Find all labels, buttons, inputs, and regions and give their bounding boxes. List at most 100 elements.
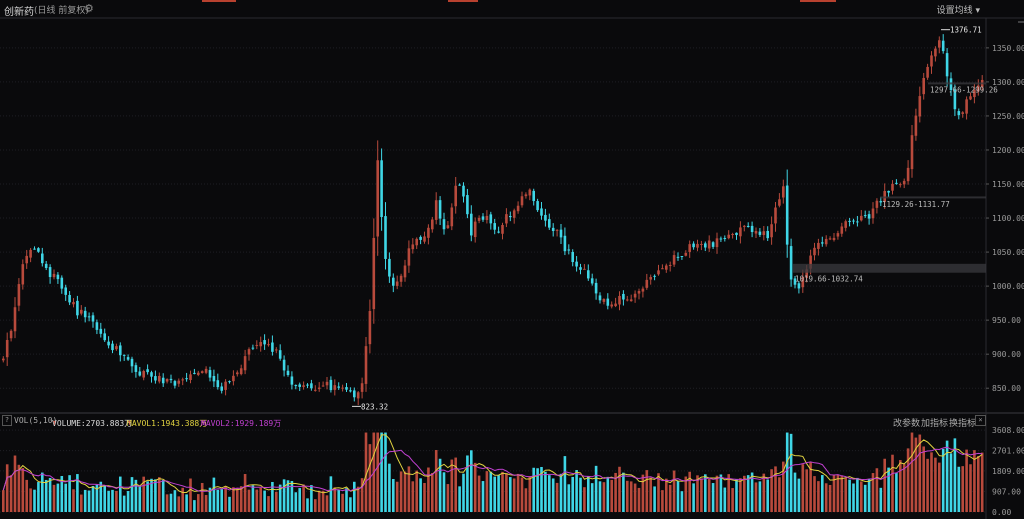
candle-body: [785, 185, 789, 245]
candle-body: [345, 387, 348, 390]
volume-bar: [969, 464, 972, 512]
tab-indicator: [448, 0, 478, 2]
volume-bar: [735, 479, 738, 512]
candle-body: [442, 219, 446, 230]
volume-bar: [481, 481, 485, 512]
switch-indicator-button[interactable]: 换指标: [949, 419, 977, 429]
candle-body: [462, 185, 465, 197]
volume-bar: [111, 489, 114, 512]
volume-bar: [536, 468, 539, 512]
candle-body: [473, 221, 477, 238]
volume-bar: [879, 487, 883, 512]
volume-bar: [282, 479, 286, 512]
candle-body: [99, 328, 103, 334]
volume-bar: [945, 440, 949, 512]
candle-body: [107, 341, 110, 346]
candle-body: [434, 200, 438, 220]
candle-body: [298, 384, 301, 387]
volume-bar: [177, 496, 181, 512]
volume-bar: [754, 482, 758, 512]
volume-bar: [875, 468, 879, 512]
volume-bar: [146, 481, 149, 512]
candle-body: [758, 231, 762, 235]
gear-icon[interactable]: ⚙: [84, 2, 94, 15]
volume-bar: [427, 467, 430, 512]
volume-bar: [684, 476, 688, 512]
candle-body: [2, 358, 5, 361]
volume-bar: [895, 473, 898, 512]
candle-body: [551, 227, 555, 232]
candle-body: [665, 265, 668, 270]
volume-bar: [341, 493, 344, 512]
gap-zone-label: 1019.66-1032.74: [795, 275, 863, 284]
volume-bar: [403, 471, 407, 512]
volume-bar: [766, 479, 769, 512]
chart-mode[interactable]: (日线 前复权): [34, 6, 89, 16]
add-indicator-button[interactable]: 加指标: [921, 419, 949, 429]
candle-body: [672, 255, 676, 265]
close-icon[interactable]: ×: [975, 415, 986, 426]
volume-bar: [551, 478, 555, 512]
volume-bar: [809, 462, 812, 512]
volume-bar: [458, 486, 461, 512]
candle-body: [165, 378, 169, 382]
volume-bar: [824, 483, 828, 512]
candle-body: [349, 390, 352, 392]
volume-bar: [540, 466, 543, 512]
volume-bar: [44, 479, 48, 512]
volume-bar: [489, 471, 493, 512]
candle-body: [914, 115, 918, 136]
volume-bar: [356, 486, 360, 512]
volume-bar: [657, 473, 660, 512]
volume-bar: [83, 489, 87, 512]
candle-body: [314, 389, 317, 391]
candle-body: [415, 238, 418, 246]
volume-bar: [243, 474, 247, 512]
candle-body: [516, 205, 520, 212]
volume-bar: [770, 469, 773, 512]
candle-body: [446, 225, 450, 229]
volume-bar: [641, 474, 645, 512]
volume-bar: [360, 478, 364, 512]
volume-bar: [606, 476, 610, 512]
volume-bar: [25, 479, 28, 512]
volume-bar: [485, 471, 489, 512]
volume-bar: [415, 470, 418, 512]
candle-body: [922, 77, 925, 95]
volume-bar: [633, 483, 637, 512]
candle-body: [906, 167, 910, 182]
candle-body: [649, 277, 652, 280]
volume-bar: [774, 466, 777, 512]
candle-body: [653, 275, 656, 277]
volume-bar: [275, 491, 278, 512]
volume-bar: [801, 464, 805, 512]
candle-body: [189, 374, 192, 381]
candle-body: [571, 251, 574, 263]
candle-body: [41, 253, 44, 264]
candle-body: [871, 208, 875, 219]
volume-bar: [317, 490, 321, 512]
gap-zone: [793, 263, 986, 273]
candle-body: [715, 238, 719, 248]
candle-body: [255, 344, 259, 346]
candle-body: [37, 248, 40, 252]
candle-body: [739, 227, 742, 237]
help-icon[interactable]: ?: [2, 415, 12, 426]
modify-params-button[interactable]: 改参数: [893, 419, 921, 429]
price-axis-label: 1250.00: [992, 112, 1024, 121]
settings-ma-button[interactable]: 设置均线 ▾: [936, 6, 980, 16]
volume-bar: [497, 475, 500, 512]
volume-bar: [575, 470, 578, 512]
candle-body: [395, 281, 399, 286]
candle-body: [134, 365, 138, 372]
candle-body: [544, 214, 547, 221]
volume-bar: [310, 485, 313, 512]
candle-body: [844, 221, 847, 228]
candle-body: [325, 381, 329, 386]
candle-body: [583, 268, 586, 270]
volume-bar: [392, 479, 395, 512]
volume-bar: [290, 481, 294, 512]
candle-body: [33, 248, 36, 250]
volume-bar: [286, 480, 290, 512]
